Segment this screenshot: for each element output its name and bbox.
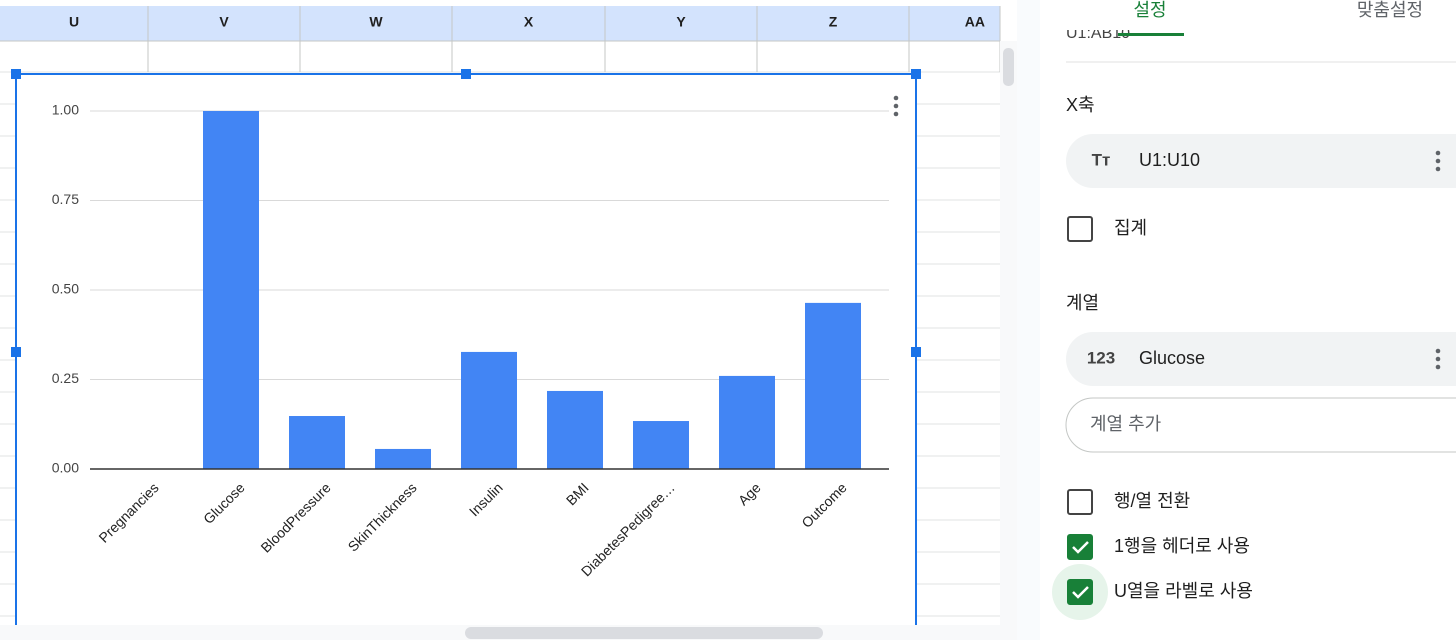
chip-text: U1:U10 [1139, 150, 1200, 170]
column-header: Z [829, 14, 838, 30]
column-header: Y [676, 14, 686, 30]
column-header: U [69, 14, 79, 30]
v-scroll-track [1000, 41, 1017, 640]
chip-menu-dot [1435, 166, 1441, 172]
checkbox[interactable] [1067, 489, 1093, 515]
resize-handle[interactable] [911, 347, 921, 357]
chip-menu-dot [1435, 348, 1441, 354]
section-label: 계열 [1066, 293, 1099, 313]
column-header: X [524, 14, 534, 30]
y-tick-label: 0.25 [52, 370, 79, 386]
sidebar-bg [1040, 0, 1456, 640]
chip-menu-dot [1435, 158, 1441, 164]
bar [461, 351, 517, 469]
bar [805, 302, 861, 469]
chip-text: Glucose [1139, 348, 1205, 368]
bar [719, 375, 775, 469]
tab[interactable]: 맞춤설정 [1357, 0, 1423, 20]
tab-indicator [1118, 33, 1184, 36]
add-series-text: 계열 추가 [1090, 414, 1161, 434]
h-scroll-thumb[interactable] [465, 627, 823, 639]
v-scroll-thumb[interactable] [1003, 48, 1014, 86]
checkbox[interactable] [1067, 534, 1093, 560]
chart-menu-dot [893, 103, 899, 109]
range-chip[interactable] [1066, 332, 1456, 386]
checkbox-label: 집계 [1114, 218, 1147, 238]
resize-handle[interactable] [11, 69, 21, 79]
y-tick-label: 1.00 [52, 102, 79, 118]
checkbox[interactable] [1067, 579, 1093, 605]
column-header: W [369, 14, 383, 30]
resize-handle[interactable] [911, 69, 921, 79]
chip-icon: 123 [1087, 348, 1115, 367]
checkbox-label: U열을 라벨로 사용 [1114, 581, 1253, 601]
resize-handle[interactable] [461, 69, 471, 79]
add-series-button[interactable] [1065, 397, 1456, 453]
y-tick-label: 0.75 [52, 191, 79, 207]
tab-bar-bg [1040, 0, 1456, 30]
tab[interactable]: 설정 [1133, 0, 1166, 20]
chart-menu-dot [893, 111, 899, 117]
column-header: V [219, 14, 229, 30]
y-tick-label: 0.50 [52, 281, 79, 297]
checkmark [1072, 541, 1089, 554]
chip-menu-dot [1435, 150, 1441, 156]
bar [633, 421, 689, 469]
checkbox[interactable] [1067, 216, 1093, 242]
resize-handle[interactable] [11, 347, 21, 357]
bar [547, 390, 603, 469]
gutter [1017, 0, 1040, 640]
chip-menu-dot [1435, 356, 1441, 362]
chip-icon: Tт [1092, 150, 1111, 169]
chip-menu-dot [1435, 364, 1441, 370]
bar [375, 448, 431, 469]
column-header-bar [0, 6, 1000, 41]
chart-menu-dot [893, 95, 899, 101]
column-header: AA [965, 14, 985, 30]
y-tick-label: 0.00 [52, 460, 79, 476]
section-label: X축 [1066, 95, 1095, 115]
checkbox-label: 1행을 헤더로 사용 [1114, 536, 1250, 556]
bar [203, 111, 259, 469]
checkmark [1072, 586, 1089, 599]
bar [289, 416, 345, 469]
checkbox-label: 행/열 전환 [1114, 491, 1190, 511]
range-chip[interactable] [1066, 134, 1456, 188]
